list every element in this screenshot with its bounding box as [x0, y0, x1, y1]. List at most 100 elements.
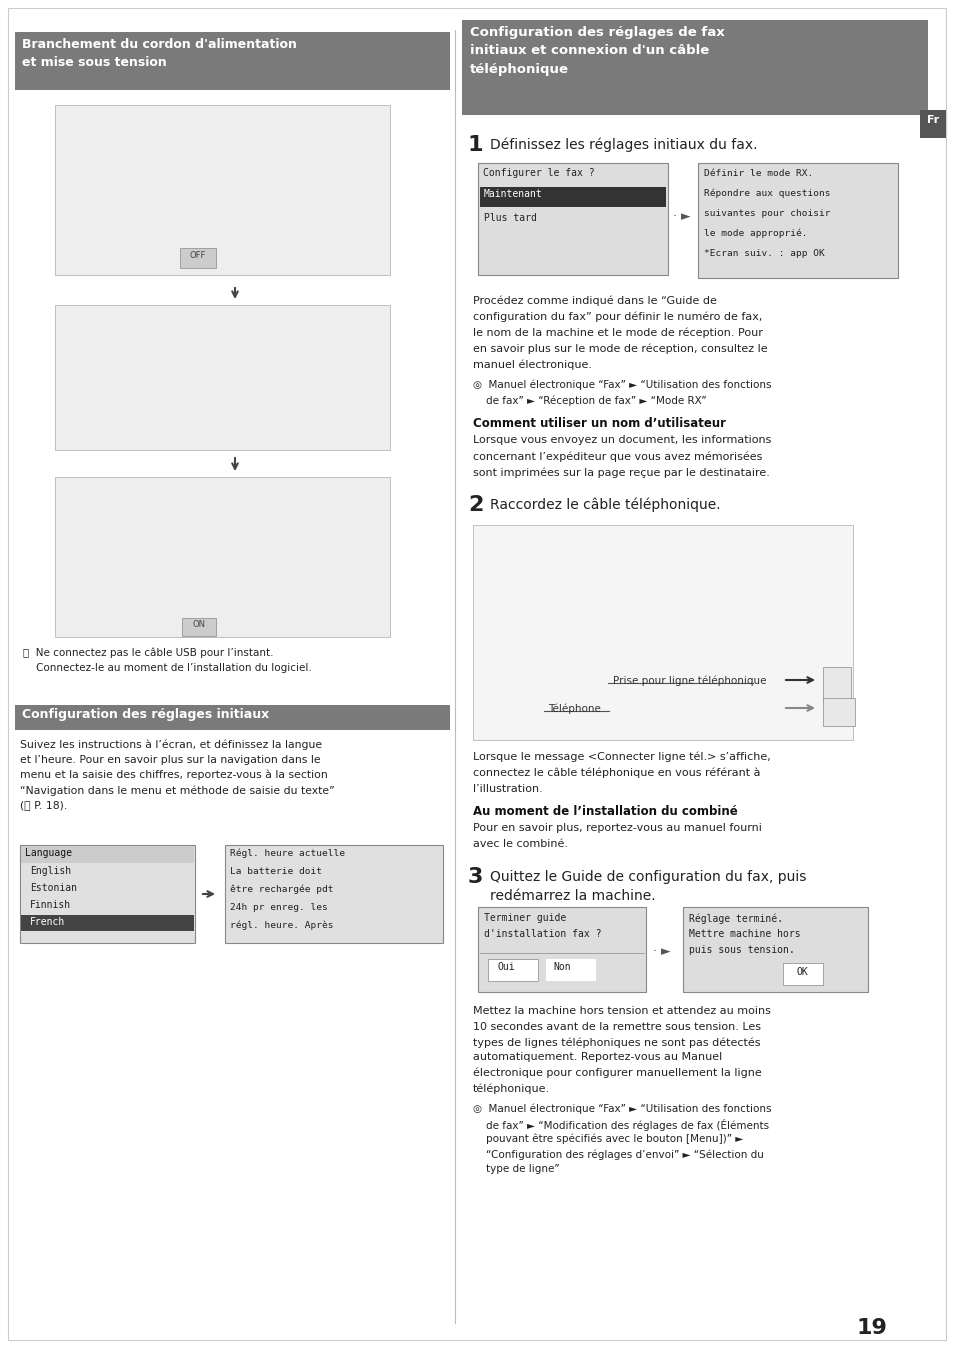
Text: en savoir plus sur le mode de réception, consultez le: en savoir plus sur le mode de réception,… — [473, 342, 767, 353]
Text: Répondre aux questions: Répondre aux questions — [703, 189, 830, 198]
Text: Oui: Oui — [497, 962, 515, 972]
Text: Téléphone: Téléphone — [547, 704, 600, 713]
Text: Configuration des réglages initiaux: Configuration des réglages initiaux — [22, 708, 269, 721]
Text: Comment utiliser un nom d’utilisateur: Comment utiliser un nom d’utilisateur — [473, 417, 725, 430]
Text: · ►: · ► — [652, 945, 670, 958]
Text: téléphonique.: téléphonique. — [473, 1084, 550, 1095]
Bar — [55, 105, 390, 275]
Text: Pour en savoir plus, reportez-vous au manuel fourni: Pour en savoir plus, reportez-vous au ma… — [473, 824, 761, 833]
Bar — [55, 477, 390, 638]
Text: menu et la saisie des chiffres, reportez-vous à la section: menu et la saisie des chiffres, reportez… — [20, 770, 328, 780]
Bar — [545, 958, 596, 981]
Text: ◎  Manuel électronique “Fax” ► “Utilisation des fonctions: ◎ Manuel électronique “Fax” ► “Utilisati… — [473, 1104, 771, 1115]
Bar — [180, 248, 215, 268]
Bar — [682, 907, 867, 992]
Text: 2: 2 — [468, 495, 483, 515]
Text: Lorsque le message <Connecter ligne tél.> s’affiche,: Lorsque le message <Connecter ligne tél.… — [473, 752, 770, 763]
Text: Maintenant: Maintenant — [483, 189, 542, 200]
Text: Prise pour ligne téléphonique: Prise pour ligne téléphonique — [613, 675, 765, 686]
Text: Raccordez le câble téléphonique.: Raccordez le câble téléphonique. — [490, 497, 720, 512]
Text: ON: ON — [193, 620, 205, 630]
Text: régl. heure. Après: régl. heure. Après — [230, 921, 334, 930]
Bar — [919, 111, 945, 137]
Text: Finnish: Finnish — [30, 900, 71, 910]
Text: Connectez-le au moment de l’installation du logiciel.: Connectez-le au moment de l’installation… — [23, 663, 312, 673]
Bar — [21, 847, 193, 863]
Text: être rechargée pdt: être rechargée pdt — [230, 886, 334, 895]
Text: l’illustration.: l’illustration. — [473, 785, 542, 794]
Bar — [488, 958, 537, 981]
Text: 19: 19 — [856, 1318, 887, 1339]
Text: Plus tard: Plus tard — [483, 213, 537, 222]
Text: Lorsque vous envoyez un document, les informations: Lorsque vous envoyez un document, les in… — [473, 435, 771, 445]
Text: “Navigation dans le menu et méthode de saisie du texte”: “Navigation dans le menu et méthode de s… — [20, 785, 335, 795]
Text: Suivez les instructions à l’écran, et définissez la langue: Suivez les instructions à l’écran, et dé… — [20, 740, 322, 751]
Text: Fr: Fr — [926, 115, 938, 125]
Text: ◎  Manuel électronique “Fax” ► “Utilisation des fonctions: ◎ Manuel électronique “Fax” ► “Utilisati… — [473, 380, 771, 391]
Text: Estonian: Estonian — [30, 883, 77, 892]
Bar — [15, 32, 450, 90]
Text: le mode approprié.: le mode approprié. — [703, 229, 806, 239]
Text: de fax” ► “Réception de fax” ► “Mode RX”: de fax” ► “Réception de fax” ► “Mode RX” — [473, 395, 706, 406]
Text: types de lignes téléphoniques ne sont pas détectés: types de lignes téléphoniques ne sont pa… — [473, 1037, 760, 1047]
Text: puis sous tension.: puis sous tension. — [688, 945, 794, 954]
Bar — [182, 617, 215, 636]
Text: Procédez comme indiqué dans le “Guide de: Procédez comme indiqué dans le “Guide de — [473, 295, 716, 306]
Text: (ⓘ P. 18).: (ⓘ P. 18). — [20, 799, 67, 810]
Bar — [822, 667, 850, 702]
Text: pouvant être spécifiés avec le bouton [Menu])” ►: pouvant être spécifiés avec le bouton [M… — [473, 1134, 742, 1144]
Bar — [461, 20, 927, 115]
Text: Quittez le Guide de configuration du fax, puis
redémarrez la machine.: Quittez le Guide de configuration du fax… — [490, 869, 805, 903]
Text: ⓘ  Ne connectez pas le câble USB pour l’instant.: ⓘ Ne connectez pas le câble USB pour l’i… — [23, 648, 274, 659]
Text: Mettre machine hors: Mettre machine hors — [688, 929, 800, 940]
Text: et l’heure. Pour en savoir plus sur la navigation dans le: et l’heure. Pour en savoir plus sur la n… — [20, 755, 320, 766]
Text: 10 secondes avant de la remettre sous tension. Les: 10 secondes avant de la remettre sous te… — [473, 1022, 760, 1031]
Text: d'installation fax ?: d'installation fax ? — [483, 929, 601, 940]
Text: Configurer le fax ?: Configurer le fax ? — [482, 168, 594, 178]
Text: automatiquement. Reportez-vous au Manuel: automatiquement. Reportez-vous au Manuel — [473, 1053, 721, 1062]
Text: OFF: OFF — [190, 251, 206, 260]
Text: Terminer guide: Terminer guide — [483, 913, 566, 923]
Text: configuration du fax” pour définir le numéro de fax,: configuration du fax” pour définir le nu… — [473, 311, 761, 322]
Text: Mettez la machine hors tension et attendez au moins: Mettez la machine hors tension et attend… — [473, 1006, 770, 1016]
Text: Régl. heure actuelle: Régl. heure actuelle — [230, 849, 345, 859]
Text: Non: Non — [553, 962, 570, 972]
Bar — [822, 698, 854, 727]
Bar — [477, 163, 667, 275]
Bar — [479, 187, 665, 208]
Text: avec le combiné.: avec le combiné. — [473, 838, 567, 849]
Text: “Configuration des réglages d’envoi” ► “Sélection du: “Configuration des réglages d’envoi” ► “… — [473, 1148, 763, 1159]
Text: Configuration des réglages de fax
initiaux et connexion d'un câble
téléphonique: Configuration des réglages de fax initia… — [470, 26, 724, 75]
Text: Au moment de l’installation du combiné: Au moment de l’installation du combiné — [473, 805, 737, 818]
Text: manuel électronique.: manuel électronique. — [473, 359, 592, 369]
Text: OK: OK — [796, 967, 808, 977]
Text: sont imprimées sur la page reçue par le destinataire.: sont imprimées sur la page reçue par le … — [473, 466, 769, 477]
Text: de fax” ► “Modification des réglages de fax (Éléments: de fax” ► “Modification des réglages de … — [473, 1119, 768, 1131]
Bar — [55, 305, 390, 450]
Text: 24h pr enreg. les: 24h pr enreg. les — [230, 903, 328, 913]
Text: le nom de la machine et le mode de réception. Pour: le nom de la machine et le mode de récep… — [473, 328, 762, 337]
Bar — [782, 962, 822, 985]
Text: électronique pour configurer manuellement la ligne: électronique pour configurer manuellemen… — [473, 1068, 760, 1078]
Text: type de ligne”: type de ligne” — [473, 1165, 559, 1174]
Bar — [21, 915, 193, 931]
Bar — [477, 907, 645, 992]
Text: 1: 1 — [468, 135, 483, 155]
Text: Language: Language — [25, 848, 71, 857]
Text: Branchement du cordon d'alimentation
et mise sous tension: Branchement du cordon d'alimentation et … — [22, 38, 296, 70]
Bar — [20, 845, 194, 944]
Text: · ►: · ► — [672, 210, 690, 222]
Bar — [473, 524, 852, 740]
Bar — [15, 705, 450, 731]
Text: French: French — [30, 917, 65, 927]
Text: Réglage terminé.: Réglage terminé. — [688, 913, 782, 923]
Text: Définir le mode RX.: Définir le mode RX. — [703, 168, 812, 178]
Text: concernant l’expéditeur que vous avez mémorisées: concernant l’expéditeur que vous avez mé… — [473, 452, 761, 461]
Text: connectez le câble téléphonique en vous référant à: connectez le câble téléphonique en vous … — [473, 768, 760, 779]
Text: English: English — [30, 865, 71, 876]
Bar — [225, 845, 442, 944]
Text: 3: 3 — [468, 867, 483, 887]
Text: Définissez les réglages initiaux du fax.: Définissez les réglages initiaux du fax. — [490, 137, 757, 152]
Text: *Ecran suiv. : app OK: *Ecran suiv. : app OK — [703, 249, 824, 257]
Text: La batterie doit: La batterie doit — [230, 867, 322, 876]
